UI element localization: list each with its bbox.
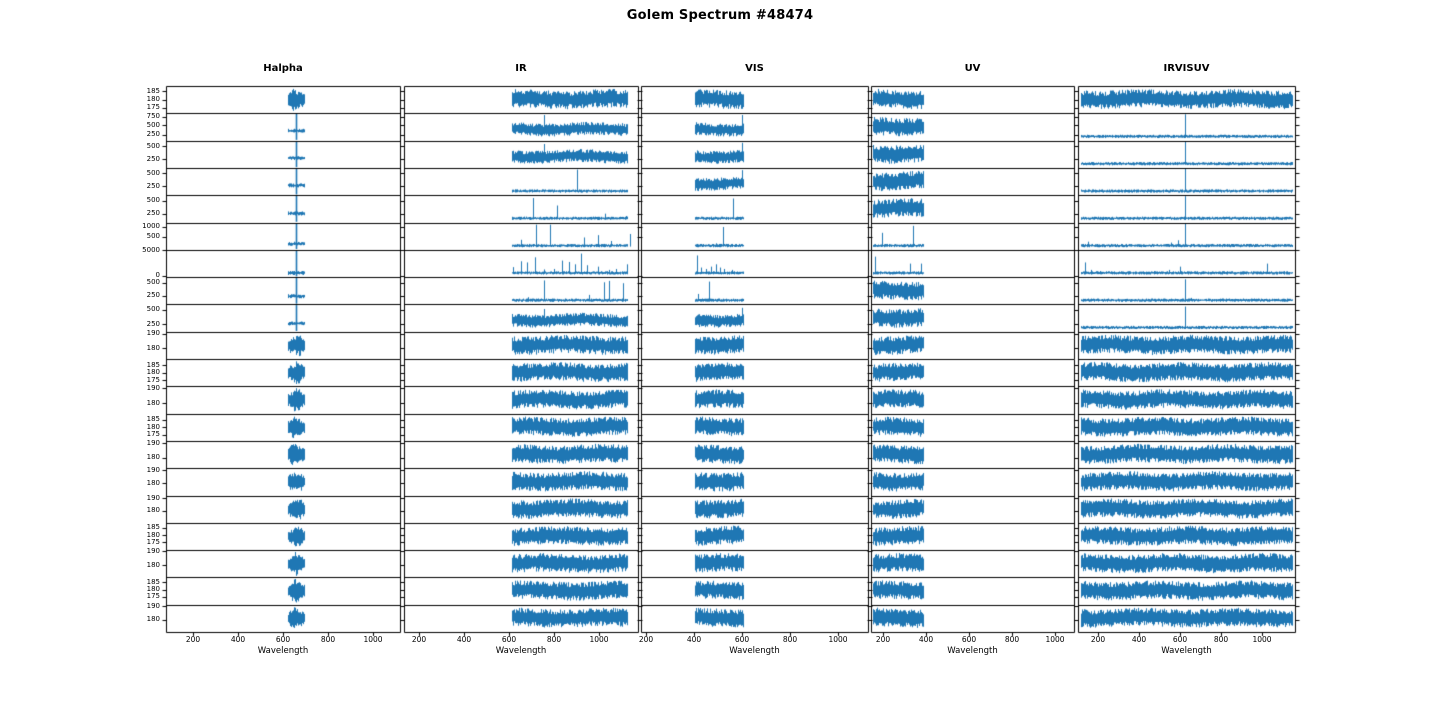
y-tick-label: 180 [146,478,160,487]
x-tick-label: 400 [918,635,934,644]
y-tick-label: 250 [146,181,160,190]
y-tick-label: 0 [155,271,160,280]
x-tick-label: 400 [686,635,702,644]
y-tick-label: 500 [146,196,160,205]
x-tick-label: 400 [230,635,246,644]
y-tick-label: 180 [146,506,160,514]
x-tick-label: 1000 [1045,635,1065,644]
y-tick-label: 250 [146,209,160,218]
x-axis-label: Wavelength [257,646,309,656]
x-tick-label: 200 [1090,635,1106,644]
y-tick-label: 185 [146,360,160,369]
x-tick-label: 600 [501,635,517,644]
x-tick-label: 600 [734,635,750,644]
x-tick-label: 800 [782,635,798,644]
y-tick-label: 180 [146,422,160,431]
y-tick-label: 500 [146,232,160,241]
x-tick-label: 600 [961,635,977,644]
y-tick-label: 190 [146,546,160,555]
x-tick-label: 200 [185,635,201,644]
y-tick-label: 190 [146,493,160,502]
x-tick-label: 800 [1004,635,1020,644]
x-tick-label: 400 [456,635,472,644]
y-tick-label: 180 [146,95,160,104]
x-tick-label: 1000 [828,635,848,644]
y-tick-label: 175 [146,592,160,600]
x-tick-label: 600 [275,635,291,644]
y-tick-label: 175 [146,375,160,384]
y-tick-label: 500 [146,278,160,287]
column-title-ir: IR [515,63,527,74]
y-tick-label: 250 [146,130,160,139]
y-tick-label: 180 [146,615,160,624]
column-title-uv: UV [964,63,981,74]
y-tick-label: 180 [146,343,160,352]
y-tick-label: 500 [146,120,160,129]
y-tick-label: 185 [146,523,160,532]
y-tick-label: 500 [146,305,160,314]
y-tick-label: 175 [146,537,160,546]
y-tick-label: 250 [146,154,160,163]
y-tick-label: 190 [146,465,160,474]
x-tick-label: 200 [638,635,654,644]
y-tick-label: 500 [146,141,160,150]
y-tick-label: 180 [146,560,160,569]
y-tick-label: 175 [146,103,160,112]
x-tick-label: 1000 [363,635,383,644]
x-axis-label: Wavelength [729,646,780,656]
x-tick-label: 1000 [1252,635,1272,644]
column-title-irvisuv: IRVISUV [1163,63,1210,74]
y-tick-label: 1000 [142,222,160,231]
y-tick-label: 180 [146,585,160,594]
y-tick-label: 190 [146,438,160,447]
y-tick-label: 180 [146,368,160,377]
y-tick-label: 180 [146,398,160,407]
y-tick-label: 5000 [142,245,160,254]
x-tick-label: 800 [320,635,336,644]
y-tick-label: 180 [146,530,160,539]
y-tick-label: 190 [146,329,160,338]
x-axis-label: Wavelength [947,646,998,656]
x-tick-label: 800 [546,635,562,644]
y-tick-label: 250 [146,319,160,328]
y-tick-label: 190 [146,601,160,610]
x-tick-label: 200 [411,635,427,644]
y-tick-label: 750 [146,112,160,121]
y-tick-label: 190 [146,383,160,392]
column-title-vis: VIS [745,63,764,74]
y-tick-label: 500 [146,168,160,177]
y-tick-label: 185 [146,577,160,586]
column-title-halpha: Halpha [263,63,303,74]
x-tick-label: 600 [1172,635,1188,644]
x-tick-label: 800 [1213,635,1229,644]
y-tick-label: 185 [146,415,160,424]
y-tick-label: 175 [146,430,160,439]
y-tick-label: 180 [146,453,160,462]
x-axis-label: Wavelength [1161,646,1212,656]
y-tick-label: 250 [146,291,160,300]
y-tick-label: 185 [146,86,160,95]
x-axis-label: Wavelength [495,646,547,656]
figure-title: Golem Spectrum #48474 [626,8,814,23]
x-tick-label: 1000 [589,635,609,644]
x-tick-label: 400 [1131,635,1147,644]
x-tick-label: 200 [875,635,891,644]
